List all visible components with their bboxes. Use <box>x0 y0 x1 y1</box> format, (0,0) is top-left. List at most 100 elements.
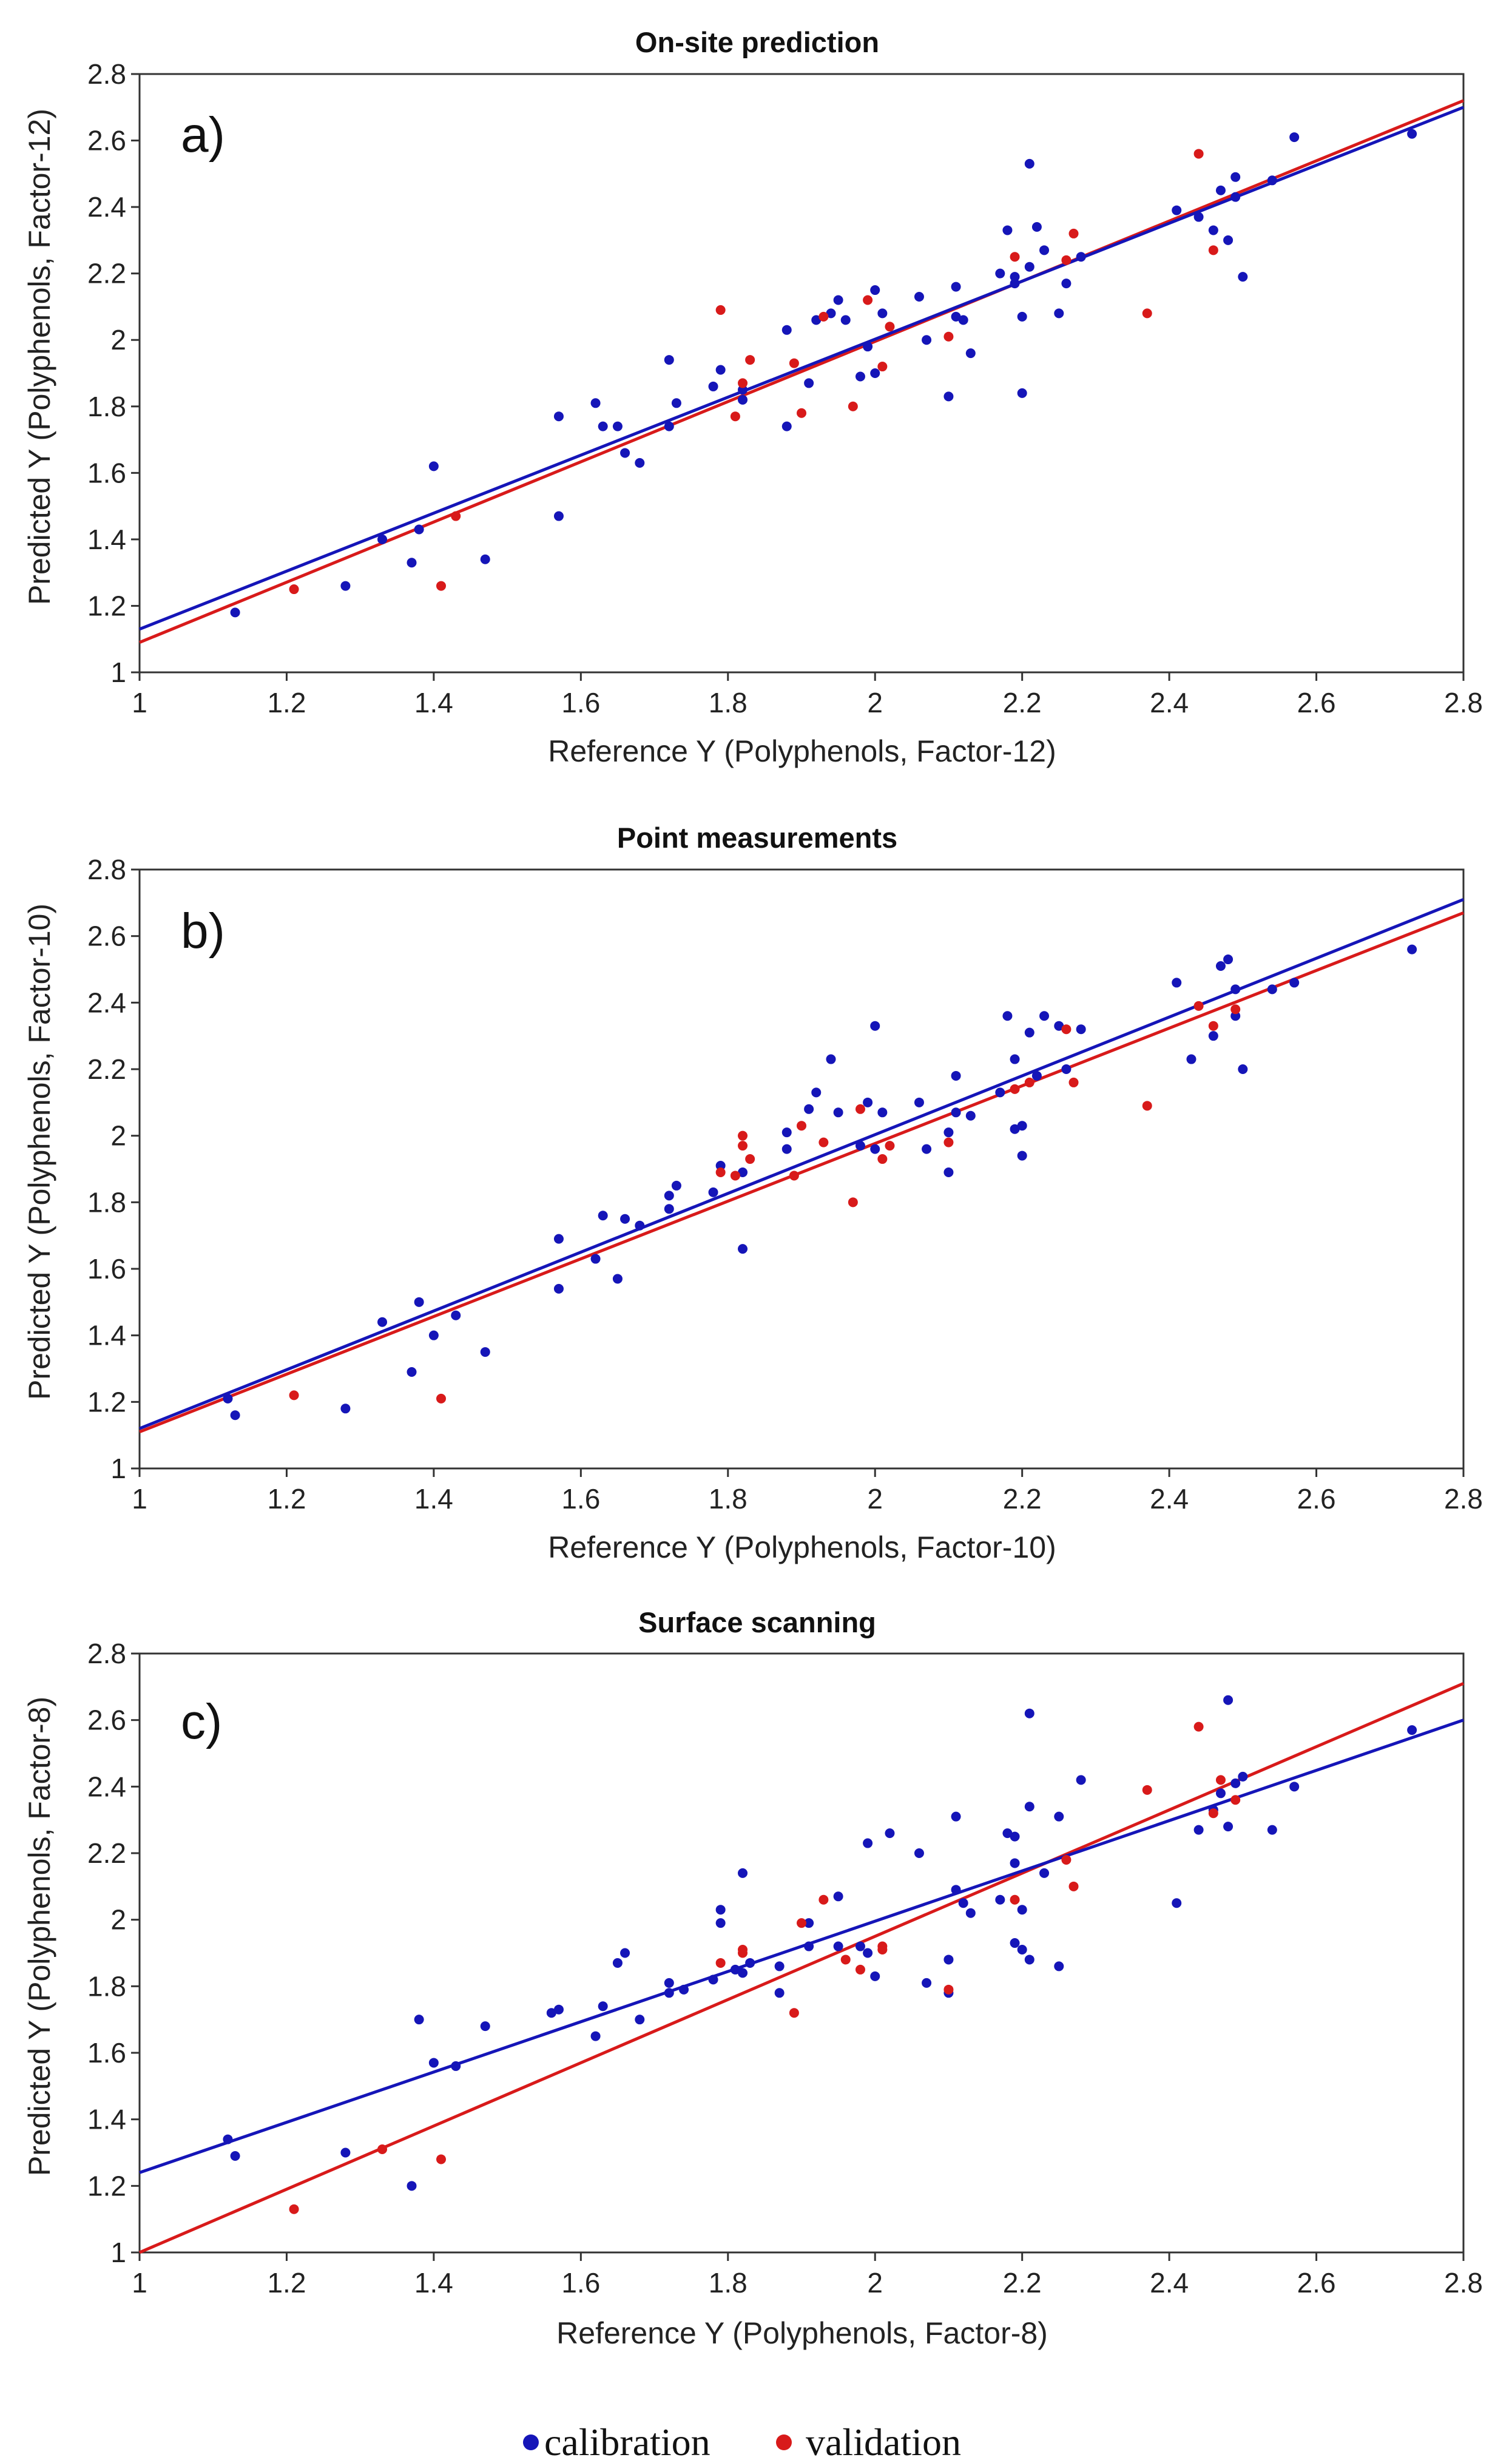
calibration-point <box>1054 308 1064 319</box>
calibration-point <box>811 315 822 325</box>
y-tick-label: 2.4 <box>87 1771 126 1802</box>
calibration-point <box>1076 252 1086 262</box>
x-axis-label: Reference Y (Polyphenols, Factor-8) <box>556 2316 1048 2350</box>
calibration-point <box>1054 1961 1064 1971</box>
calibration-point <box>1017 1121 1027 1131</box>
y-tick-label: 2.2 <box>87 258 126 289</box>
calibration-point <box>943 391 954 402</box>
calibration-point <box>553 1283 564 1294</box>
calibration-point <box>1289 978 1300 988</box>
validation-point <box>738 1130 748 1141</box>
calibration-point <box>804 1941 814 1951</box>
y-tick-label: 1 <box>110 1453 126 1484</box>
calibration-point <box>745 1958 755 1968</box>
calibration-point <box>223 1393 233 1404</box>
validation-point <box>1208 245 1218 255</box>
calibration-point <box>1223 954 1234 965</box>
validation-point <box>436 581 447 591</box>
validation-point <box>745 355 755 365</box>
calibration-point <box>635 458 645 468</box>
calibration-point <box>1238 1064 1248 1074</box>
calibration-point <box>553 1234 564 1244</box>
x-tick-label: 2.4 <box>1150 1483 1189 1515</box>
calibration-point <box>340 1404 351 1414</box>
panel-label: c) <box>181 1694 222 1749</box>
y-tick-label: 1 <box>110 2237 126 2268</box>
calibration-point <box>922 335 932 345</box>
calibration-point <box>870 1971 880 1981</box>
validation-point <box>451 511 461 521</box>
validation-point <box>715 305 726 315</box>
y-tick-label: 1.8 <box>87 391 126 422</box>
calibration-point <box>590 2031 601 2041</box>
calibration-point <box>480 2021 490 2032</box>
y-tick-label: 1.8 <box>87 1970 126 2002</box>
validation-point <box>1193 1721 1204 1732</box>
x-tick-label: 1.6 <box>561 1483 600 1515</box>
calibration-point <box>833 1107 843 1118</box>
calibration-point <box>1215 185 1226 195</box>
calibration-point <box>679 1984 689 1995</box>
calibration-point <box>1017 1905 1027 1915</box>
plot-frame <box>138 1652 1465 2254</box>
y-tick-label: 1.2 <box>87 1386 126 1417</box>
calibration-point <box>428 461 439 471</box>
chart-title: On-site prediction <box>635 26 879 58</box>
validation-fit-line <box>139 99 1464 644</box>
calibration-point <box>738 394 748 405</box>
calibration-point <box>774 1988 785 1998</box>
validation-point <box>1024 1077 1034 1087</box>
calibration-point <box>833 295 843 305</box>
plot-frame <box>138 73 1465 674</box>
calibration-point <box>1010 1858 1020 1868</box>
calibration-point <box>826 308 836 319</box>
calibration-point <box>620 448 630 458</box>
validation-point <box>885 1141 895 1151</box>
calibration-point <box>612 421 623 431</box>
calibration-point <box>1017 311 1027 322</box>
chart-on-site-prediction: On-site prediction Reference Y (Polyphen… <box>22 26 1483 768</box>
x-tick-label: 2 <box>867 687 883 718</box>
calibration-point <box>553 411 564 422</box>
calibration-point <box>428 1330 439 1340</box>
calibration-point <box>1010 1938 1020 1948</box>
calibration-point <box>738 1868 748 1878</box>
validation-point <box>789 1171 799 1181</box>
calibration-point <box>1267 984 1277 995</box>
calibration-point <box>1230 1011 1241 1021</box>
validation-point <box>377 2144 388 2155</box>
calibration-point <box>664 1204 674 1214</box>
y-tick-label: 1.2 <box>87 2170 126 2201</box>
x-tick-label: 1 <box>132 687 147 718</box>
calibration-point <box>480 554 490 564</box>
validation-point <box>289 2204 299 2214</box>
calibration-point <box>855 1141 865 1151</box>
calibration-point <box>407 2181 417 2191</box>
validation-point <box>877 362 888 372</box>
x-tick-label: 1 <box>132 2267 147 2299</box>
legend-calibration-label: calibration <box>544 2421 710 2463</box>
y-tick-label: 2 <box>110 1120 126 1152</box>
validation-point <box>818 311 829 322</box>
validation-point <box>855 1104 865 1114</box>
validation-point <box>797 1918 806 1928</box>
calibration-point <box>1193 1825 1204 1835</box>
calibration-point <box>1017 1945 1027 1955</box>
calibration-point <box>598 2001 608 2012</box>
y-axis-label: Predicted Y (Polyphenols, Factor-10) <box>22 904 56 1400</box>
calibration-point <box>1407 944 1417 954</box>
calibration-point <box>1061 1064 1072 1074</box>
legend-calibration-marker <box>523 2434 539 2450</box>
y-tick-label: 2.2 <box>87 1837 126 1869</box>
plot-frame <box>138 868 1465 1470</box>
calibration-point <box>1010 1831 1020 1842</box>
validation-point <box>738 1141 748 1151</box>
validation-point <box>1068 228 1079 238</box>
calibration-point <box>804 378 814 388</box>
calibration-point <box>958 1898 968 1908</box>
calibration-point <box>1172 978 1182 988</box>
validation-point <box>730 411 740 422</box>
validation-point <box>885 322 895 332</box>
y-tick-label: 2.6 <box>87 921 126 952</box>
calibration-point <box>377 1317 388 1327</box>
